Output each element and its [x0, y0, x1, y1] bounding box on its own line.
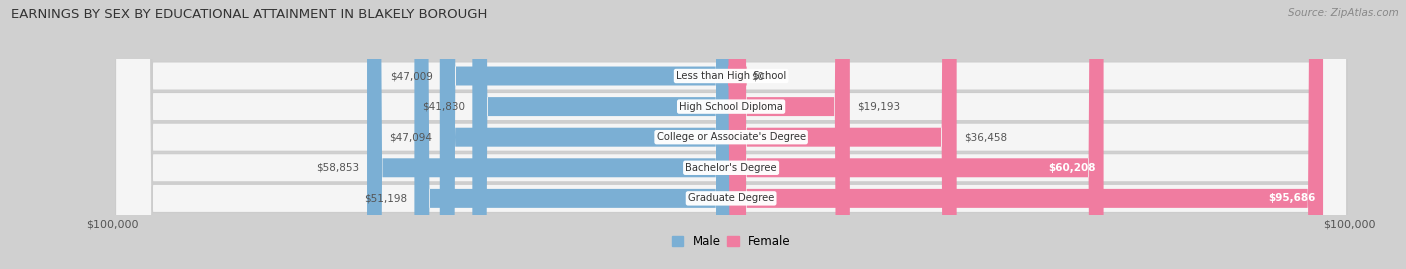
- FancyBboxPatch shape: [115, 0, 1347, 269]
- Text: College or Associate's Degree: College or Associate's Degree: [657, 132, 806, 142]
- FancyBboxPatch shape: [367, 0, 731, 269]
- FancyBboxPatch shape: [728, 0, 747, 269]
- FancyBboxPatch shape: [731, 0, 1323, 269]
- FancyBboxPatch shape: [415, 0, 731, 269]
- Text: $58,853: $58,853: [316, 163, 360, 173]
- FancyBboxPatch shape: [731, 0, 956, 269]
- FancyBboxPatch shape: [440, 0, 731, 269]
- Text: $47,009: $47,009: [389, 71, 433, 81]
- Text: Source: ZipAtlas.com: Source: ZipAtlas.com: [1288, 8, 1399, 18]
- Text: Less than High School: Less than High School: [676, 71, 786, 81]
- Text: $19,193: $19,193: [858, 102, 900, 112]
- Text: $0: $0: [751, 71, 763, 81]
- Text: $47,094: $47,094: [389, 132, 433, 142]
- Text: EARNINGS BY SEX BY EDUCATIONAL ATTAINMENT IN BLAKELY BOROUGH: EARNINGS BY SEX BY EDUCATIONAL ATTAINMEN…: [11, 8, 488, 21]
- FancyBboxPatch shape: [440, 0, 731, 269]
- Text: $95,686: $95,686: [1268, 193, 1316, 203]
- FancyBboxPatch shape: [731, 0, 1104, 269]
- FancyBboxPatch shape: [115, 0, 1347, 269]
- FancyBboxPatch shape: [472, 0, 731, 269]
- Text: $60,208: $60,208: [1049, 163, 1097, 173]
- FancyBboxPatch shape: [115, 0, 1347, 269]
- Text: $41,830: $41,830: [422, 102, 465, 112]
- Text: $36,458: $36,458: [965, 132, 1007, 142]
- Legend: Male, Female: Male, Female: [666, 231, 796, 253]
- Text: Bachelor's Degree: Bachelor's Degree: [685, 163, 778, 173]
- FancyBboxPatch shape: [115, 0, 1347, 269]
- Text: High School Diploma: High School Diploma: [679, 102, 783, 112]
- FancyBboxPatch shape: [115, 0, 1347, 269]
- Text: Graduate Degree: Graduate Degree: [688, 193, 775, 203]
- Text: $51,198: $51,198: [364, 193, 406, 203]
- FancyBboxPatch shape: [731, 0, 849, 269]
